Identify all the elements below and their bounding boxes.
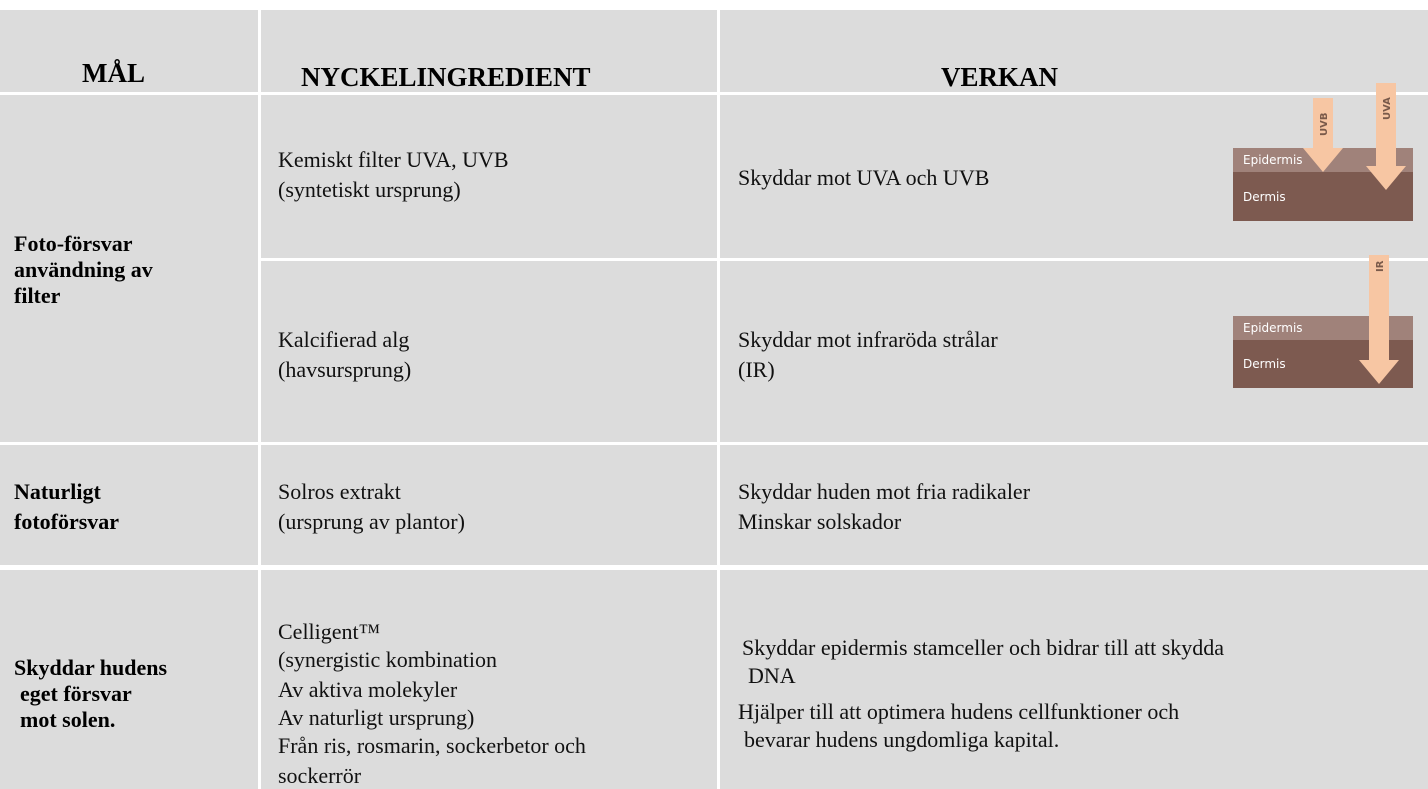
layer-label: Dermis xyxy=(1243,357,1286,371)
ingredient: (synergistic kombination xyxy=(278,647,497,672)
header: MÅL xyxy=(82,58,145,88)
ingredient: Av aktiva molekyler xyxy=(278,677,458,702)
header-cell xyxy=(261,10,717,92)
cell xyxy=(261,95,717,258)
effect: Hjälper till att optimera hudens cellfun… xyxy=(738,699,1179,724)
ingredient: (havsursprung) xyxy=(278,357,411,382)
ingredient: Av naturligt ursprung) xyxy=(278,705,474,730)
goal: mot solen. xyxy=(20,707,115,732)
goal: eget försvar xyxy=(20,681,132,706)
effect: Minskar solskador xyxy=(738,509,902,534)
layer-label: Dermis xyxy=(1243,190,1286,204)
cell xyxy=(0,570,258,789)
skin-diagram: Epidermis Dermis UVB UVA xyxy=(1233,83,1413,221)
cell xyxy=(720,570,1428,789)
effect: Skyddar epidermis stamceller och bidrar … xyxy=(742,635,1224,660)
ingredient: Från ris, rosmarin, sockerbetor och xyxy=(278,733,586,758)
goal: fotoförsvar xyxy=(14,509,119,534)
arrow xyxy=(1303,98,1343,172)
effect: Skyddar huden mot fria radikaler xyxy=(738,479,1031,504)
goal: filter xyxy=(14,283,61,308)
goal: användning av xyxy=(14,257,153,282)
ingredient: Solros extrakt xyxy=(278,479,401,504)
ingredient: Kalcifierad alg xyxy=(278,327,409,352)
header-cell xyxy=(720,10,1428,92)
ray-label: IR xyxy=(1375,260,1386,272)
cell xyxy=(720,445,1428,565)
arrow xyxy=(1366,83,1406,190)
goal: Skyddar hudens xyxy=(14,655,168,680)
cell xyxy=(261,261,717,442)
effect: Skyddar mot infraröda strålar xyxy=(738,327,998,352)
ingredient: Kemiskt filter UVA, UVB xyxy=(278,147,509,172)
ray-label: UVB xyxy=(1319,113,1330,136)
ingredient: sockerrör xyxy=(278,763,362,788)
goal: Naturligt xyxy=(14,479,101,504)
goal: Foto-försvar xyxy=(14,231,133,256)
effect: DNA xyxy=(748,663,796,688)
header: VERKAN xyxy=(941,62,1059,92)
cell xyxy=(261,570,717,789)
layer-label: Epidermis xyxy=(1243,153,1303,167)
layer-label: Epidermis xyxy=(1243,321,1303,335)
cell xyxy=(0,95,258,442)
effect: Skyddar mot UVA och UVB xyxy=(738,165,989,190)
skin-diagram: Epidermis Dermis IR xyxy=(1233,255,1413,388)
effect: (IR) xyxy=(738,357,775,382)
ingredient: (ursprung av plantor) xyxy=(278,509,465,534)
header-cell xyxy=(0,10,258,92)
header: NYCKELINGREDIENT xyxy=(301,62,591,92)
ingredient: Celligent™ xyxy=(278,619,380,644)
cell xyxy=(261,445,717,565)
arrow xyxy=(1359,255,1399,384)
cell xyxy=(0,445,258,565)
ray-label: UVA xyxy=(1382,97,1393,120)
effect: bevarar hudens ungdomliga kapital. xyxy=(744,727,1059,752)
ingredient: (syntetiskt ursprung) xyxy=(278,177,461,202)
